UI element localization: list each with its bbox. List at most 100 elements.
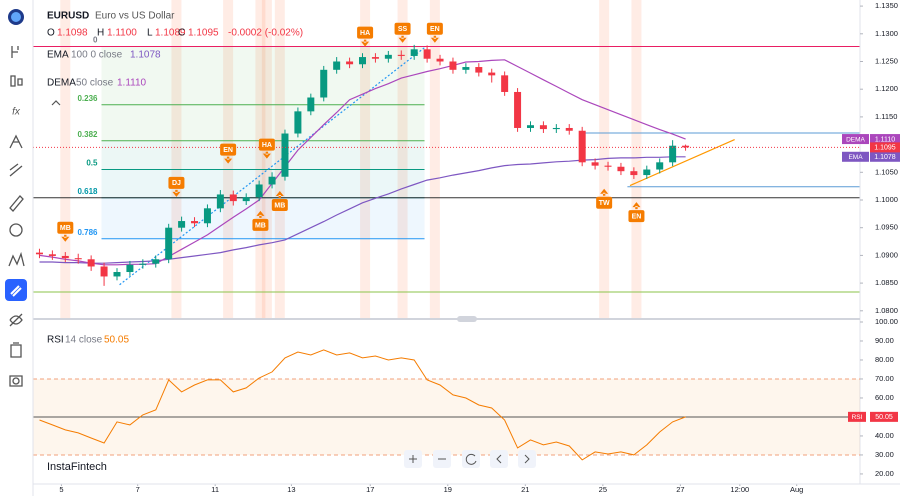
candle-body — [320, 69, 328, 98]
rsi-tag-name-box — [848, 411, 866, 422]
rsi-line — [39, 349, 686, 461]
brush-tool[interactable] — [9, 195, 24, 212]
y-tick-label: 1.0800 — [875, 306, 898, 315]
signal-label: DJ — [172, 180, 181, 187]
x-tick-label: 21 — [521, 485, 529, 494]
candle-body — [87, 259, 95, 267]
signal-arrow — [262, 151, 271, 159]
lines-tool[interactable] — [9, 163, 23, 177]
candle-body — [656, 162, 664, 170]
ohlc-label: H — [97, 28, 104, 39]
signal-label: TW — [599, 200, 610, 207]
y-tick-label: 1.1150 — [875, 112, 897, 121]
y-tick-label: 1.1300 — [875, 29, 898, 38]
signal-band — [255, 0, 266, 318]
signal-label-box — [394, 22, 411, 35]
candle-body — [294, 111, 302, 134]
indicator-value: 1.1078 — [130, 50, 161, 61]
pattern-tool[interactable] — [8, 251, 25, 267]
signal-arrow — [430, 35, 439, 43]
signal-label-box — [220, 143, 237, 156]
x-tick-label: Aug — [790, 485, 803, 494]
candle-body — [604, 165, 612, 167]
price-tag-name: DEMA — [846, 136, 865, 143]
candle-body — [281, 133, 289, 177]
signal-band — [60, 0, 71, 318]
header: EURUSD Euro vs US Dollar O 1.1098 H 1.11… — [47, 11, 303, 346]
logo-inner — [11, 12, 21, 22]
signal-arrow — [61, 234, 70, 242]
signal-label-box — [57, 221, 74, 234]
collapse-button[interactable] — [51, 100, 61, 106]
crosshair-tool[interactable] — [11, 46, 19, 58]
fib-label: 0.5 — [86, 159, 98, 168]
reset[interactable] — [462, 450, 480, 468]
candle-body — [669, 145, 677, 163]
candle-body — [539, 125, 547, 130]
change: -0.0002 (-0.02%) — [228, 28, 303, 39]
x-tick-label: 25 — [599, 485, 607, 494]
indicator-name: EMA — [47, 50, 69, 61]
ohlc-value: 1.1089 — [155, 28, 186, 39]
x-tick-label: 13 — [287, 485, 295, 494]
camera-lens — [12, 377, 20, 385]
candle-body — [216, 194, 224, 209]
signal-label: EN — [632, 213, 642, 220]
hide-tool[interactable] — [9, 313, 23, 327]
signal-label-box — [252, 218, 269, 231]
candle-body — [359, 57, 367, 65]
candle-body — [229, 194, 237, 202]
scroll-right[interactable] — [518, 450, 536, 468]
signal-arrow — [398, 35, 407, 43]
candle-body — [565, 127, 573, 131]
bars-tool[interactable] — [10, 75, 23, 87]
screenshot-tool[interactable] — [9, 375, 23, 387]
candle-body — [397, 54, 405, 56]
symbol: EURUSD — [47, 11, 89, 22]
x-tick-label: 11 — [211, 485, 219, 494]
fib-zone — [101, 104, 425, 141]
candle-body — [113, 272, 121, 277]
signal-arrow — [275, 190, 284, 198]
right-icon — [524, 454, 530, 464]
fx-tool[interactable]: fx — [12, 107, 21, 118]
signal-arrow — [632, 202, 641, 210]
signal-label: HA — [360, 30, 370, 37]
emoji-tool[interactable] — [9, 223, 23, 237]
signal-label: SS — [398, 26, 408, 33]
scroll-left[interactable] — [490, 450, 508, 468]
fib-zone — [101, 169, 425, 198]
price-tag-name: EMA — [848, 154, 863, 161]
candle-body — [126, 264, 134, 273]
left-icon — [496, 454, 502, 464]
y-tick-label: 60.00 — [875, 393, 894, 402]
y-tick-label: 20.00 — [875, 469, 894, 478]
ohlc-label: C — [178, 28, 185, 39]
candle-body — [578, 130, 586, 163]
candle-body — [333, 61, 341, 70]
candle-body — [371, 57, 379, 59]
signal-label: EN — [223, 147, 233, 154]
candle-body — [48, 254, 56, 256]
candle-body — [178, 221, 186, 228]
candle-body — [191, 221, 199, 224]
candle-body — [617, 166, 625, 172]
signal-band — [171, 0, 182, 318]
candle-body — [643, 169, 651, 176]
signal-label-box — [271, 198, 288, 211]
signal-arrow — [600, 188, 609, 196]
price-tag-box — [870, 151, 900, 162]
signal-label: HA — [262, 142, 272, 149]
candle-body — [591, 162, 599, 166]
candle-body — [139, 263, 147, 265]
candle-body — [514, 91, 522, 128]
y-tick-label: 30.00 — [875, 450, 894, 459]
shape-tool[interactable] — [9, 134, 23, 149]
fib-label: 0.786 — [77, 228, 98, 237]
delete-tool[interactable] — [10, 342, 22, 358]
x-tick-label: 27 — [676, 485, 684, 494]
signal-label: EN — [430, 26, 440, 33]
candle-body — [462, 67, 470, 70]
